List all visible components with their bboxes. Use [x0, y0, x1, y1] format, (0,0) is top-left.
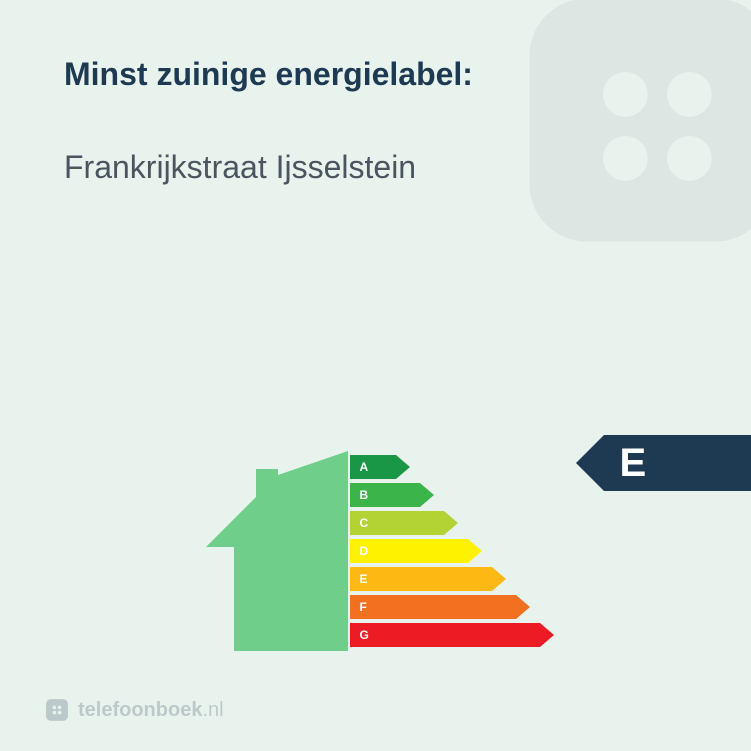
footer-brand: telefoonboek.nl — [44, 697, 224, 723]
energy-bar-label: B — [350, 483, 420, 507]
energy-bars: ABCDEFG — [350, 455, 554, 647]
energy-bar-c: C — [350, 511, 554, 535]
rating-letter: E — [604, 435, 751, 491]
energy-bar-label: D — [350, 539, 468, 563]
energy-bar-d: D — [350, 539, 554, 563]
energy-label-chart: ABCDEFG E — [0, 451, 751, 651]
rating-arrow-icon — [576, 435, 604, 491]
page-subtitle: Frankrijkstraat Ijsselstein — [64, 149, 687, 186]
bar-arrow-icon — [516, 595, 530, 619]
content-area: Minst zuinige energielabel: Frankrijkstr… — [0, 0, 751, 186]
energy-bar-label: A — [350, 455, 396, 479]
bar-arrow-icon — [468, 539, 482, 563]
house-icon — [198, 451, 348, 651]
rating-badge: E — [576, 435, 751, 491]
energy-bar-b: B — [350, 483, 554, 507]
energy-bar-e: E — [350, 567, 554, 591]
energy-bar-f: F — [350, 595, 554, 619]
energy-bar-label: F — [350, 595, 516, 619]
bar-arrow-icon — [540, 623, 554, 647]
footer-text: telefoonboek.nl — [78, 699, 224, 722]
energy-bar-label: G — [350, 623, 540, 647]
energy-bar-label: E — [350, 567, 492, 591]
energy-bar-label: C — [350, 511, 444, 535]
footer-brand-thin: .nl — [202, 699, 223, 721]
page-title: Minst zuinige energielabel: — [64, 56, 687, 93]
bar-arrow-icon — [420, 483, 434, 507]
bar-arrow-icon — [492, 567, 506, 591]
energy-bar-g: G — [350, 623, 554, 647]
bar-arrow-icon — [444, 511, 458, 535]
bar-arrow-icon — [396, 455, 410, 479]
footer-brand-bold: telefoonboek — [78, 699, 202, 721]
energy-bar-a: A — [350, 455, 554, 479]
footer-logo-icon — [44, 697, 70, 723]
